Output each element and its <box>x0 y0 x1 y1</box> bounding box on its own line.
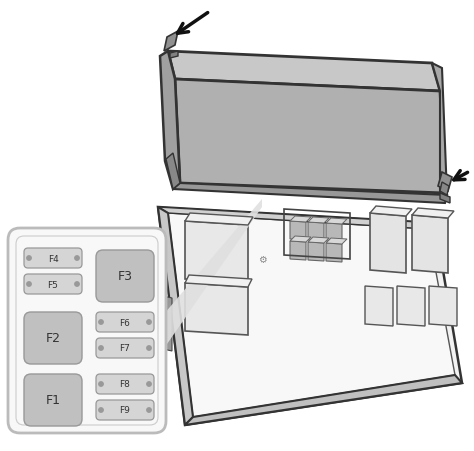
Polygon shape <box>290 236 311 243</box>
Circle shape <box>27 256 31 261</box>
Polygon shape <box>158 207 462 425</box>
Circle shape <box>147 408 151 412</box>
Polygon shape <box>290 221 306 240</box>
Polygon shape <box>185 221 248 283</box>
Polygon shape <box>185 213 253 226</box>
Circle shape <box>99 346 103 350</box>
Polygon shape <box>326 224 342 243</box>
Polygon shape <box>308 217 329 224</box>
Polygon shape <box>168 213 455 417</box>
Polygon shape <box>308 238 329 244</box>
Polygon shape <box>185 375 462 425</box>
Text: F5: F5 <box>47 280 58 289</box>
Circle shape <box>147 382 151 387</box>
Polygon shape <box>290 241 306 260</box>
Text: F1: F1 <box>46 394 61 407</box>
Text: F9: F9 <box>119 405 130 414</box>
Polygon shape <box>168 52 440 92</box>
Polygon shape <box>166 154 180 189</box>
Circle shape <box>99 408 103 412</box>
FancyBboxPatch shape <box>96 374 154 394</box>
Polygon shape <box>308 222 324 241</box>
Polygon shape <box>163 296 172 351</box>
Polygon shape <box>158 231 165 311</box>
Polygon shape <box>175 80 445 193</box>
Text: F7: F7 <box>119 344 130 353</box>
Polygon shape <box>370 207 412 216</box>
Circle shape <box>75 256 79 261</box>
FancyBboxPatch shape <box>24 374 82 426</box>
Polygon shape <box>160 52 180 189</box>
Text: ⚙: ⚙ <box>258 254 266 264</box>
Circle shape <box>99 320 103 324</box>
FancyBboxPatch shape <box>16 236 158 425</box>
Text: F8: F8 <box>119 380 130 389</box>
Text: F2: F2 <box>46 332 61 345</box>
FancyBboxPatch shape <box>96 250 154 302</box>
Polygon shape <box>365 286 393 326</box>
Text: F6: F6 <box>119 318 130 327</box>
Polygon shape <box>432 64 447 196</box>
Polygon shape <box>158 207 193 425</box>
Polygon shape <box>326 244 342 262</box>
Polygon shape <box>326 239 347 244</box>
Polygon shape <box>290 216 311 222</box>
FancyBboxPatch shape <box>96 338 154 358</box>
Polygon shape <box>397 286 425 326</box>
Polygon shape <box>170 52 178 59</box>
Polygon shape <box>440 193 450 203</box>
Polygon shape <box>412 216 448 273</box>
Polygon shape <box>158 199 262 357</box>
Text: F3: F3 <box>118 270 133 283</box>
FancyBboxPatch shape <box>24 312 82 364</box>
Polygon shape <box>185 276 252 287</box>
FancyBboxPatch shape <box>96 312 154 332</box>
Polygon shape <box>158 207 435 230</box>
Polygon shape <box>308 243 324 262</box>
Polygon shape <box>164 32 178 52</box>
FancyBboxPatch shape <box>24 274 82 295</box>
FancyBboxPatch shape <box>24 249 82 268</box>
FancyBboxPatch shape <box>8 229 166 433</box>
FancyBboxPatch shape <box>96 400 154 420</box>
Text: F4: F4 <box>47 254 58 263</box>
Circle shape <box>75 282 79 286</box>
Polygon shape <box>412 208 454 219</box>
Circle shape <box>147 346 151 350</box>
Circle shape <box>27 282 31 286</box>
Polygon shape <box>185 283 248 335</box>
Circle shape <box>99 382 103 387</box>
Polygon shape <box>438 173 452 192</box>
Polygon shape <box>173 184 447 203</box>
Circle shape <box>147 320 151 324</box>
Polygon shape <box>370 213 406 273</box>
Polygon shape <box>429 286 457 326</box>
Polygon shape <box>326 219 347 225</box>
Polygon shape <box>440 183 449 196</box>
